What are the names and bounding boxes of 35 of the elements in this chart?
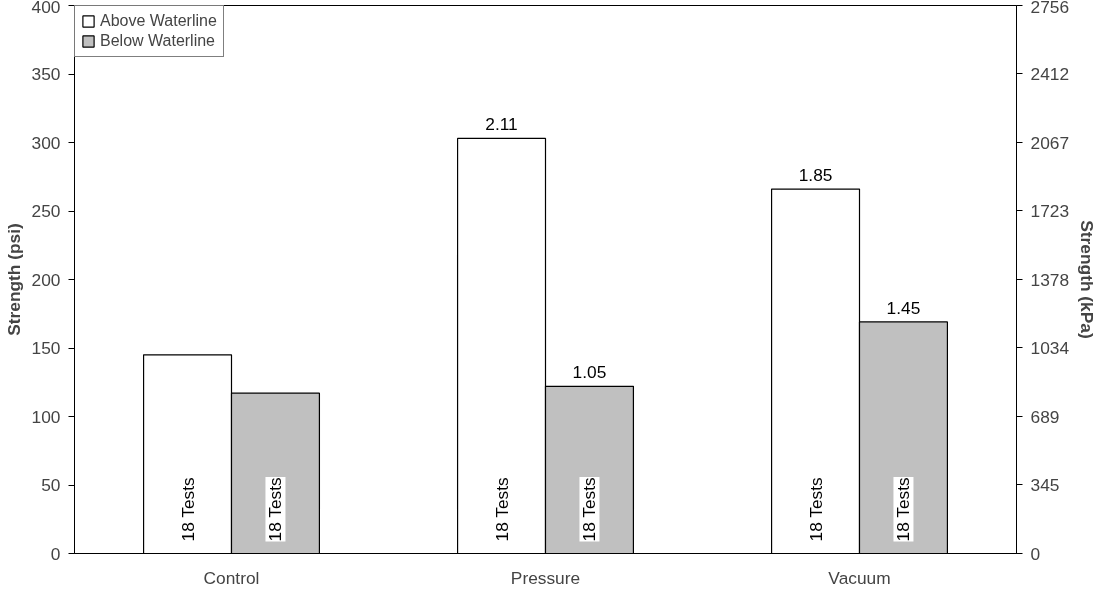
y-tick-label: 0 (50, 543, 61, 564)
legend-label: Below Waterline (100, 32, 216, 50)
annotation: 1.05 (572, 362, 607, 383)
annotation: 1.85 (798, 165, 833, 186)
y-tick-label: 350 (31, 64, 61, 84)
y2-tick-label: 2412 (1030, 63, 1070, 84)
annotation: 18 Tests (579, 476, 600, 542)
y-tick-label: 400 (31, 0, 61, 17)
y2-tick-label: 345 (1030, 474, 1060, 495)
annotation: 18 Tests (805, 476, 826, 542)
y2-tick-label: 1723 (1030, 200, 1070, 221)
annotation: 18 Tests (177, 476, 198, 542)
y2-tick-label: 2067 (1030, 132, 1070, 153)
y-tick-label: 100 (31, 406, 61, 427)
annotation: 18 Tests (893, 476, 914, 542)
y-tick-label: 150 (31, 338, 61, 358)
x-tick-label: Vacuum (828, 567, 891, 588)
x-tick-label: Control (203, 567, 260, 588)
y-tick-label: 200 (31, 269, 61, 290)
annotation: 2.11 (485, 114, 518, 135)
legend-label: Above Waterline (100, 12, 217, 30)
annotation: 18 Tests (265, 476, 286, 542)
y-tick-label: 300 (31, 132, 61, 153)
annotation: 1.45 (886, 297, 921, 318)
y2-tick-label: 1034 (1030, 337, 1070, 358)
annotation: 18 Tests (491, 476, 512, 542)
y-axis-title: Strength (psi) (3, 223, 24, 336)
y2-tick-label: 1378 (1030, 269, 1070, 290)
y2-tick-label: 2756 (1030, 0, 1070, 17)
y2-tick-label: 0 (1030, 543, 1041, 564)
y-tick-label: 50 (41, 475, 61, 495)
x-tick-label: Pressure (510, 567, 581, 588)
y2-tick-label: 689 (1030, 406, 1060, 427)
y2-axis-title: Strength (kPa) (1077, 220, 1098, 339)
y-tick-label: 250 (31, 201, 61, 221)
